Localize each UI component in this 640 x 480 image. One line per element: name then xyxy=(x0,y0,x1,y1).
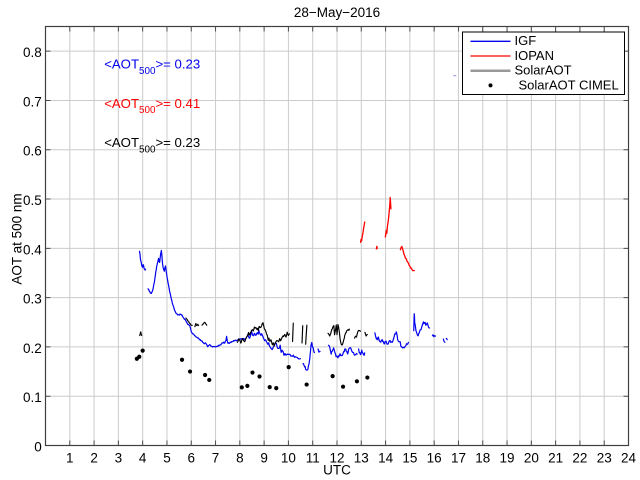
svg-text:17: 17 xyxy=(451,451,466,466)
svg-text:SolarAOT: SolarAOT xyxy=(515,63,572,78)
svg-text:9: 9 xyxy=(260,451,268,466)
svg-text:0: 0 xyxy=(34,440,42,455)
svg-text:0.5: 0.5 xyxy=(23,193,42,208)
svg-text:10: 10 xyxy=(281,451,296,466)
svg-text:0.6: 0.6 xyxy=(23,144,42,159)
svg-text:0.7: 0.7 xyxy=(23,94,42,109)
svg-text:4: 4 xyxy=(139,451,147,466)
svg-text:15: 15 xyxy=(402,451,417,466)
svg-text:16: 16 xyxy=(427,451,442,466)
svg-text:0.2: 0.2 xyxy=(23,341,42,356)
svg-text:23: 23 xyxy=(597,451,612,466)
svg-text:12: 12 xyxy=(329,451,344,466)
svg-text:11: 11 xyxy=(306,451,320,466)
svg-text:IOPAN: IOPAN xyxy=(515,48,555,63)
svg-text:0.8: 0.8 xyxy=(23,45,42,60)
svg-text:7: 7 xyxy=(212,451,220,466)
svg-text:13: 13 xyxy=(354,451,369,466)
svg-text:5: 5 xyxy=(163,451,171,466)
svg-text:0.3: 0.3 xyxy=(23,292,42,307)
svg-text:6: 6 xyxy=(187,451,195,466)
svg-text:24: 24 xyxy=(621,451,637,466)
svg-text:IGF: IGF xyxy=(515,33,537,48)
svg-text:3: 3 xyxy=(115,451,123,466)
svg-text:20: 20 xyxy=(524,451,539,466)
svg-text:18: 18 xyxy=(475,451,490,466)
svg-text:0.1: 0.1 xyxy=(23,390,42,405)
svg-text:SolarAOT CIMEL: SolarAOT CIMEL xyxy=(519,77,619,92)
svg-text:28−May−2016: 28−May−2016 xyxy=(294,5,380,20)
svg-text:19: 19 xyxy=(500,451,515,466)
svg-text:AOT at 500 nm: AOT at 500 nm xyxy=(10,193,25,284)
svg-text:UTC: UTC xyxy=(323,463,351,478)
svg-text:8: 8 xyxy=(236,451,244,466)
svg-text:2: 2 xyxy=(90,451,98,466)
svg-text:14: 14 xyxy=(378,451,394,466)
svg-text:21: 21 xyxy=(548,451,563,466)
svg-text:1: 1 xyxy=(66,451,74,466)
svg-text:0.4: 0.4 xyxy=(23,242,42,257)
svg-text:22: 22 xyxy=(572,451,587,466)
